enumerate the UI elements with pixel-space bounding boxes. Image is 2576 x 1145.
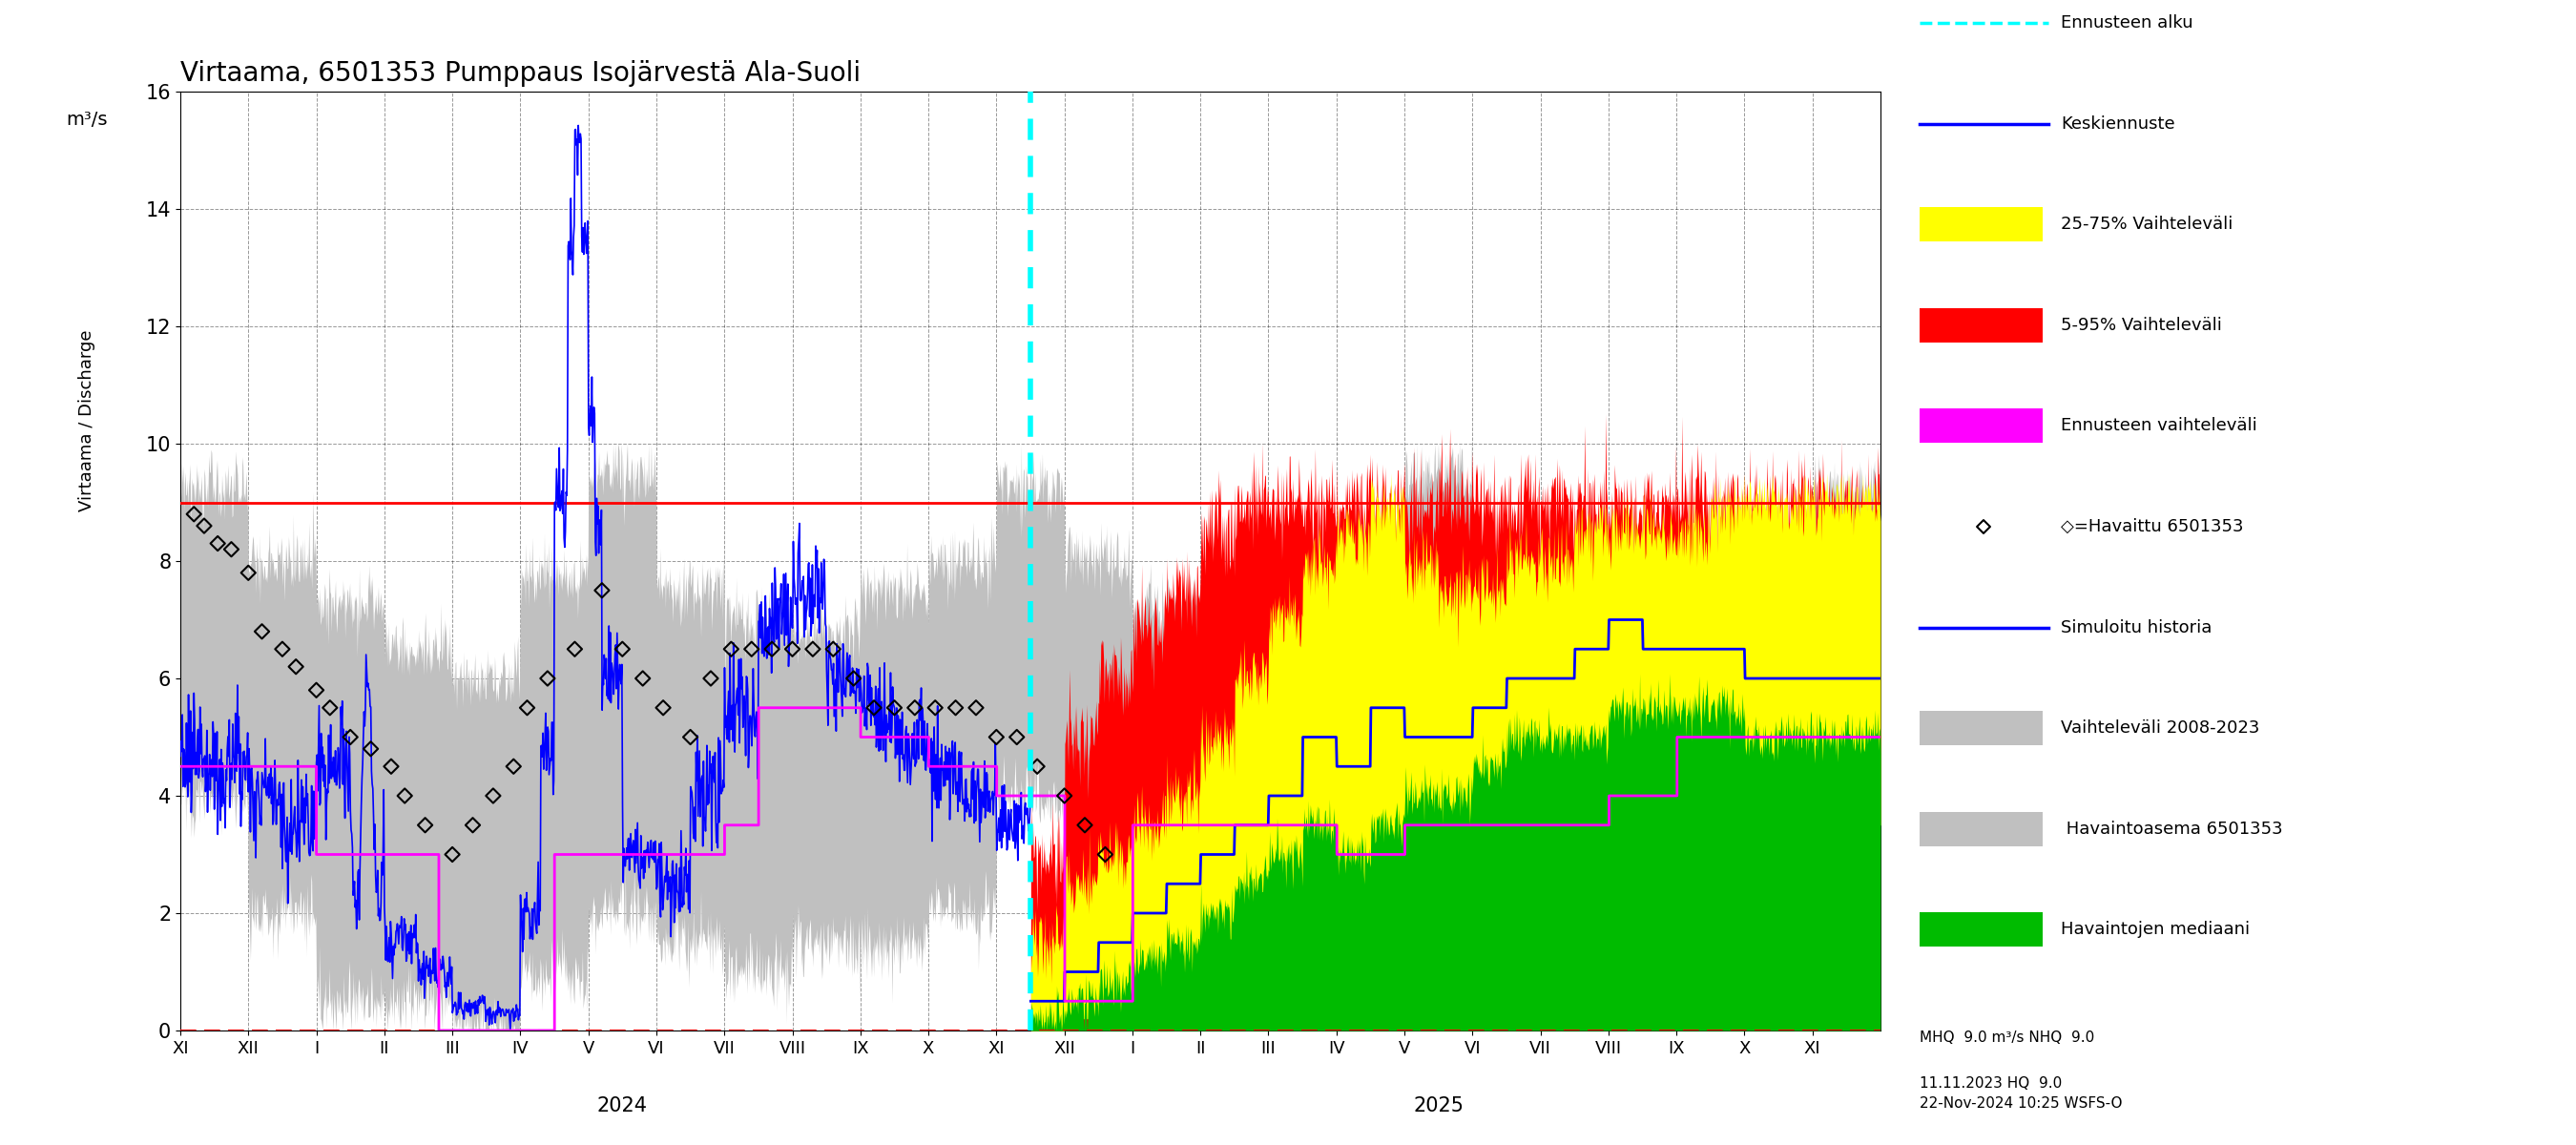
Point bbox=[242, 623, 283, 641]
Text: Havaintoasema 6501353: Havaintoasema 6501353 bbox=[2061, 820, 2282, 837]
Text: Ennusteen vaihteleväli: Ennusteen vaihteleväli bbox=[2061, 417, 2257, 434]
Point bbox=[276, 657, 317, 676]
Point bbox=[173, 505, 214, 523]
Text: 11.11.2023 HQ  9.0: 11.11.2023 HQ 9.0 bbox=[1919, 1076, 2061, 1090]
Point bbox=[811, 640, 853, 658]
Point bbox=[997, 728, 1038, 747]
Text: Virtaama / Discharge: Virtaama / Discharge bbox=[77, 330, 95, 511]
Point bbox=[183, 516, 224, 535]
Point bbox=[956, 698, 997, 717]
Point bbox=[732, 640, 773, 658]
Text: Vaihteleväli 2008-2023: Vaihteleväli 2008-2023 bbox=[2061, 719, 2259, 737]
Point bbox=[976, 728, 1018, 747]
Text: Ennusteen alku: Ennusteen alku bbox=[2061, 14, 2192, 31]
Text: MHQ  9.0 m³/s NHQ  9.0: MHQ 9.0 m³/s NHQ 9.0 bbox=[1919, 1030, 2094, 1044]
Point bbox=[853, 698, 894, 717]
Point bbox=[350, 740, 392, 758]
Point bbox=[507, 698, 549, 717]
Point bbox=[935, 698, 976, 717]
Point bbox=[832, 669, 873, 687]
Point bbox=[1064, 816, 1105, 835]
Point bbox=[670, 728, 711, 747]
Text: 2025: 2025 bbox=[1414, 1096, 1463, 1115]
Point bbox=[641, 698, 683, 717]
Point bbox=[773, 640, 814, 658]
Point bbox=[711, 640, 752, 658]
Point bbox=[894, 698, 935, 717]
Point bbox=[198, 535, 240, 553]
Point bbox=[528, 669, 569, 687]
Point bbox=[433, 845, 474, 863]
Point bbox=[371, 757, 412, 775]
Point bbox=[582, 582, 623, 600]
Text: 25-75% Vaihteleväli: 25-75% Vaihteleväli bbox=[2061, 215, 2233, 232]
Text: Havaintojen mediaani: Havaintojen mediaani bbox=[2061, 921, 2249, 938]
Point bbox=[1018, 757, 1059, 775]
Point bbox=[1084, 845, 1126, 863]
Point bbox=[1043, 787, 1084, 805]
Point bbox=[309, 698, 350, 717]
Point bbox=[492, 757, 533, 775]
Text: Keskiennuste: Keskiennuste bbox=[2061, 114, 2174, 132]
Point bbox=[690, 669, 732, 687]
Text: m³/s: m³/s bbox=[67, 110, 108, 128]
Point bbox=[1963, 518, 2004, 536]
Text: ◇=Havaittu 6501353: ◇=Havaittu 6501353 bbox=[2061, 518, 2244, 535]
Text: 2024: 2024 bbox=[598, 1096, 647, 1115]
Point bbox=[793, 640, 835, 658]
Point bbox=[873, 698, 914, 717]
Text: 22-Nov-2024 10:25 WSFS-O: 22-Nov-2024 10:25 WSFS-O bbox=[1919, 1097, 2123, 1111]
Point bbox=[263, 640, 304, 658]
Point bbox=[384, 787, 425, 805]
Text: 5-95% Vaihteleväli: 5-95% Vaihteleväli bbox=[2061, 316, 2223, 334]
Point bbox=[211, 540, 252, 559]
Point bbox=[453, 816, 495, 835]
Point bbox=[623, 669, 665, 687]
Text: Simuloitu historia: Simuloitu historia bbox=[2061, 618, 2213, 637]
Point bbox=[404, 816, 446, 835]
Point bbox=[914, 698, 956, 717]
Text: Virtaama, 6501353 Pumppaus Isojärvestä Ala-Suoli: Virtaama, 6501353 Pumppaus Isojärvestä A… bbox=[180, 60, 860, 87]
Point bbox=[603, 640, 644, 658]
Point bbox=[554, 640, 595, 658]
Point bbox=[752, 640, 793, 658]
Point bbox=[296, 681, 337, 700]
Point bbox=[330, 728, 371, 747]
Point bbox=[471, 787, 513, 805]
Point bbox=[227, 563, 268, 582]
